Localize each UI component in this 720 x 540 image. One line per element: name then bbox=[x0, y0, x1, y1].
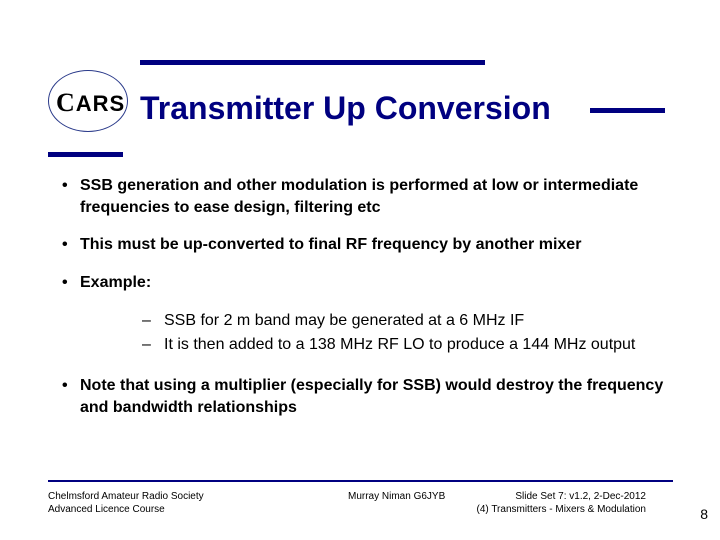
bullet-item: • SSB generation and other modulation is… bbox=[62, 175, 680, 218]
footer-right: Slide Set 7: v1.2, 2-Dec-2012 (4) Transm… bbox=[477, 490, 647, 516]
footer-mid: Murray Niman G6JYB bbox=[348, 490, 445, 503]
sub-bullet-list: – SSB for 2 m band may be generated at a… bbox=[142, 309, 680, 357]
bullet-text: This must be up-converted to final RF fr… bbox=[80, 234, 680, 256]
bullet-item: • This must be up-converted to final RF … bbox=[62, 234, 680, 256]
page-number: 8 bbox=[700, 506, 708, 522]
bullet-text: SSB generation and other modulation is p… bbox=[80, 175, 680, 218]
header-rule-right bbox=[590, 108, 665, 113]
bullet-item: • Example: bbox=[62, 272, 680, 294]
sub-bullet-text: It is then added to a 138 MHz RF LO to p… bbox=[164, 333, 635, 357]
sub-bullet-marker: – bbox=[142, 309, 164, 333]
footer-left-line2: Advanced Licence Course bbox=[48, 503, 204, 516]
bullet-marker: • bbox=[62, 375, 80, 418]
sub-bullet-text: SSB for 2 m band may be generated at a 6… bbox=[164, 309, 524, 333]
bullet-text: Example: bbox=[80, 272, 680, 294]
header-rule-top bbox=[140, 60, 485, 65]
footer-left: Chelmsford Amateur Radio Society Advance… bbox=[48, 490, 204, 516]
footer-right-line1: Slide Set 7: v1.2, 2-Dec-2012 bbox=[477, 490, 647, 503]
bullet-text: Note that using a multiplier (especially… bbox=[80, 375, 680, 418]
slide-body: • SSB generation and other modulation is… bbox=[62, 175, 680, 435]
sub-bullet-item: – SSB for 2 m band may be generated at a… bbox=[142, 309, 680, 333]
bullet-marker: • bbox=[62, 234, 80, 256]
slide: CARS Transmitter Up Conversion • SSB gen… bbox=[0, 0, 720, 540]
footer-right-line2: (4) Transmitters - Mixers & Modulation bbox=[477, 503, 647, 516]
header-rule-left bbox=[48, 152, 123, 157]
bullet-marker: • bbox=[62, 175, 80, 218]
logo-text: CARS bbox=[56, 88, 125, 118]
sub-bullet-marker: – bbox=[142, 333, 164, 357]
logo: CARS bbox=[48, 70, 128, 132]
sub-bullet-item: – It is then added to a 138 MHz RF LO to… bbox=[142, 333, 680, 357]
slide-title: Transmitter Up Conversion bbox=[140, 90, 551, 127]
footer-left-line1: Chelmsford Amateur Radio Society bbox=[48, 490, 204, 503]
bullet-item: • Note that using a multiplier (especial… bbox=[62, 375, 680, 418]
footer-rule bbox=[48, 480, 673, 482]
bullet-marker: • bbox=[62, 272, 80, 294]
